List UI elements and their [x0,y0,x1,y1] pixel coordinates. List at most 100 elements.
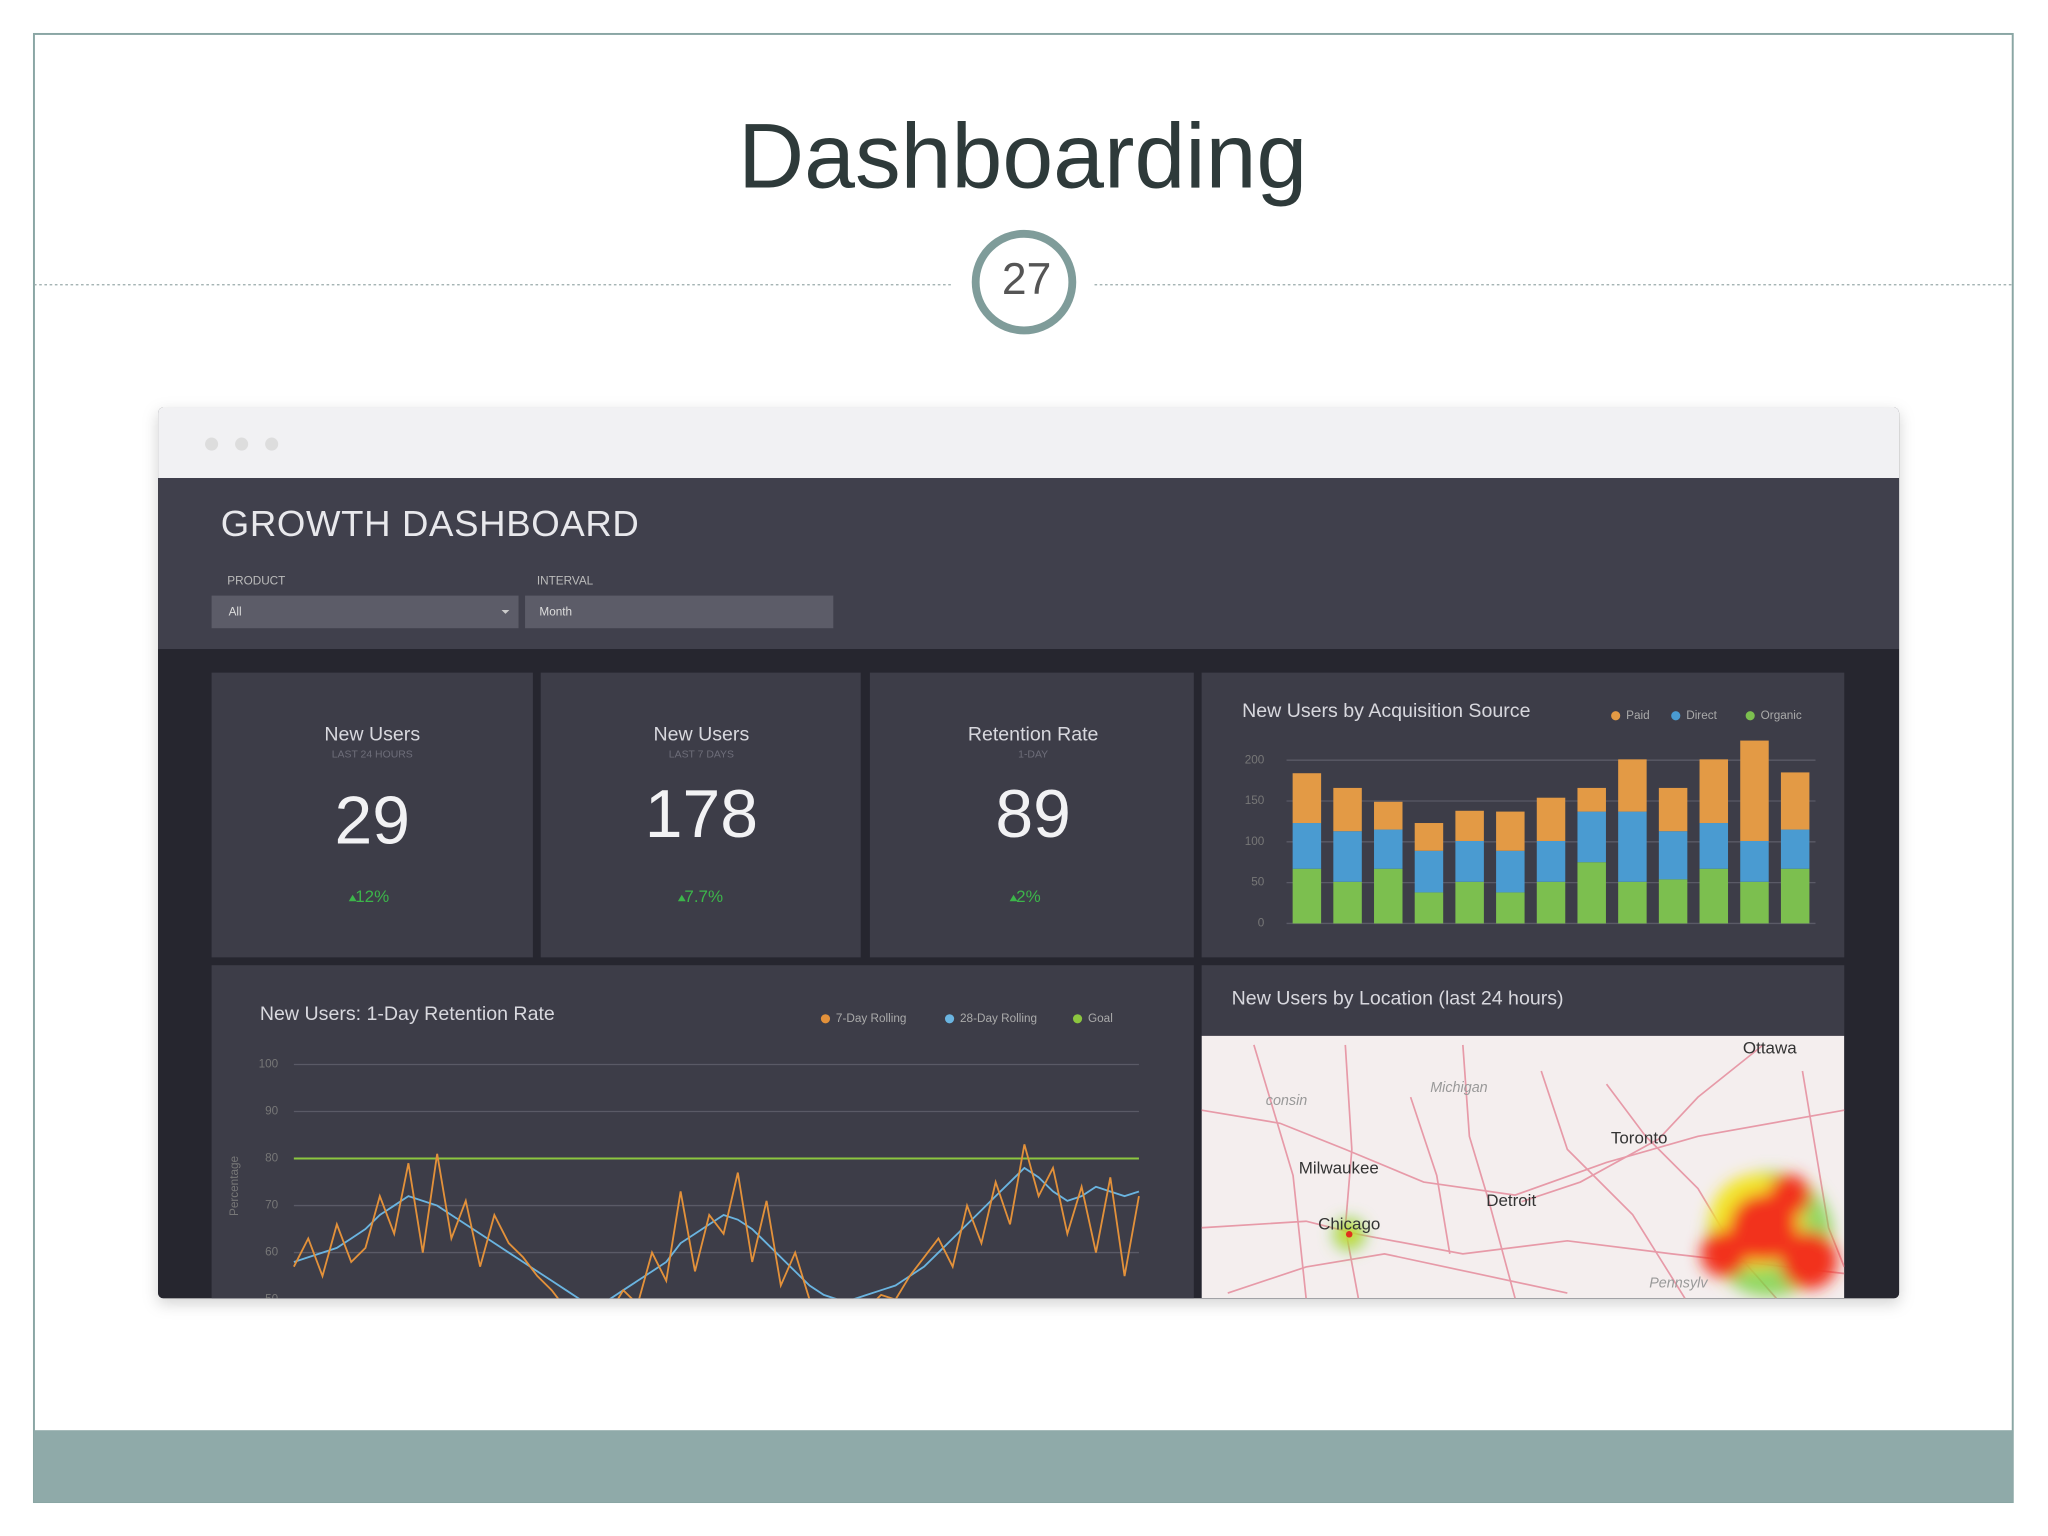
kpi-title: New Users [324,724,420,746]
legend-label: 7-Day Rolling [836,1012,907,1025]
up-arrow [348,894,357,902]
legend-label: Goal [1088,1012,1113,1025]
y-tick-label: 80 [265,1152,279,1165]
bar-segment [1658,787,1688,832]
map-label: Michigan [1430,1080,1487,1096]
bar-segment [1618,881,1647,924]
legend-swatch [944,1014,955,1024]
bar-segment [1292,868,1322,924]
roads [1201,1044,1845,1299]
bar-segment [1577,811,1606,863]
chart: New Users: 1-Day Retention Rate 7-Day Rol… [228,1003,1140,1306]
bar-segment [1618,811,1647,882]
chart-title: New Users by Acquisition Source [1242,700,1530,722]
bar-segment [1414,892,1444,924]
heat-core [1345,1231,1353,1238]
bar-segment [1536,840,1566,882]
bar-segment [1496,850,1525,893]
bar-segment [1333,881,1362,924]
kpi-subtitle: 1-DAY [1018,750,1048,761]
bar-segment [1292,773,1322,824]
y-tick-label: 100 [1245,835,1265,848]
map-label: consin [1266,1093,1308,1109]
window-bar [158,407,1900,479]
y-tick-label: 50 [1251,876,1265,889]
kpi-panel [540,672,861,958]
bar-segment [1780,868,1810,924]
bar-segment [1414,850,1444,893]
bar-segment [1414,823,1444,851]
footer-band [33,1430,2013,1503]
kpi-value: 29 [334,783,410,858]
up-arrow [677,894,686,902]
filter-value: Month [539,606,572,619]
y-tick-label: 90 [265,1105,279,1118]
y-tick-label: 60 [265,1246,279,1259]
bar-segment [1780,829,1810,869]
bar-segment [1333,787,1362,832]
bar-segment [1658,879,1688,924]
filter-label: INTERVAL [537,574,594,587]
bar-segment [1577,862,1606,924]
bar-segment [1536,881,1566,924]
bar-segment [1740,740,1769,841]
bar-segment [1455,810,1484,841]
bar-segment [1536,797,1566,841]
kpi-change: 7.7% [684,887,723,906]
bar-segment [1496,892,1525,924]
map-label: Milwaukee [1299,1158,1379,1177]
bar-segment [1292,823,1322,869]
bar-segment [1658,831,1688,880]
map-label: Ottawa [1743,1038,1797,1057]
y-tick-label: 200 [1245,753,1265,766]
bar-segment [1496,811,1525,851]
kpi-change: 2% [1016,887,1041,906]
chart-title: New Users: 1-Day Retention Rate [260,1003,555,1025]
legend-label: Direct [1686,709,1717,722]
map-label: Chicago [1318,1215,1380,1234]
interval-select[interactable] [525,595,834,629]
line-series [293,1166,1140,1299]
y-tick-label: 0 [1258,917,1265,930]
bar-segment [1577,787,1606,812]
kpi-title: Retention Rate [968,724,1099,746]
window-dot [265,437,279,451]
kpi-value: 178 [645,777,758,852]
page-number: 27 [1002,255,1051,304]
screenshot: GROWTH DASHBOARD PRODUCT All INTERVAL Mo… [158,407,1900,1306]
bar-segment [1374,801,1403,830]
bar-segment [1699,759,1729,824]
map-label: Toronto [1611,1128,1668,1147]
slide-title: Dashboarding [738,105,1307,207]
heatmap [1333,1171,1838,1297]
bar-segment [1455,840,1484,882]
bar-segment [1780,772,1810,830]
bar-segment [1374,868,1403,924]
dropdown-arrow [501,609,510,614]
map-label: Detroit [1486,1191,1536,1210]
kpi-change: 12% [355,887,389,906]
bar-segment [1740,840,1769,882]
y-tick-label: 70 [265,1199,279,1212]
kpi-subtitle: LAST 7 DAYS [669,750,734,761]
product-select[interactable] [211,595,519,629]
kpi-value: 89 [995,777,1071,852]
window-dot [235,437,249,451]
bar-segment [1618,759,1647,812]
y-axis-label: Percentage [228,1155,241,1216]
bar-segment [1455,881,1484,924]
bar-segment [1374,829,1403,869]
kpi-panel [211,672,533,958]
y-tick-label: 50 [265,1293,279,1306]
legend-swatch [820,1014,831,1024]
bar-segment [1699,823,1729,869]
legend-label: 28-Day Rolling [960,1012,1037,1025]
map-title: New Users by Location (last 24 hours) [1232,987,1564,1009]
window-dot [205,437,219,451]
legend-label: Paid [1626,709,1650,722]
filter-value: All [229,606,242,619]
legend-swatch [1072,1014,1083,1024]
line-series [293,1144,1140,1299]
